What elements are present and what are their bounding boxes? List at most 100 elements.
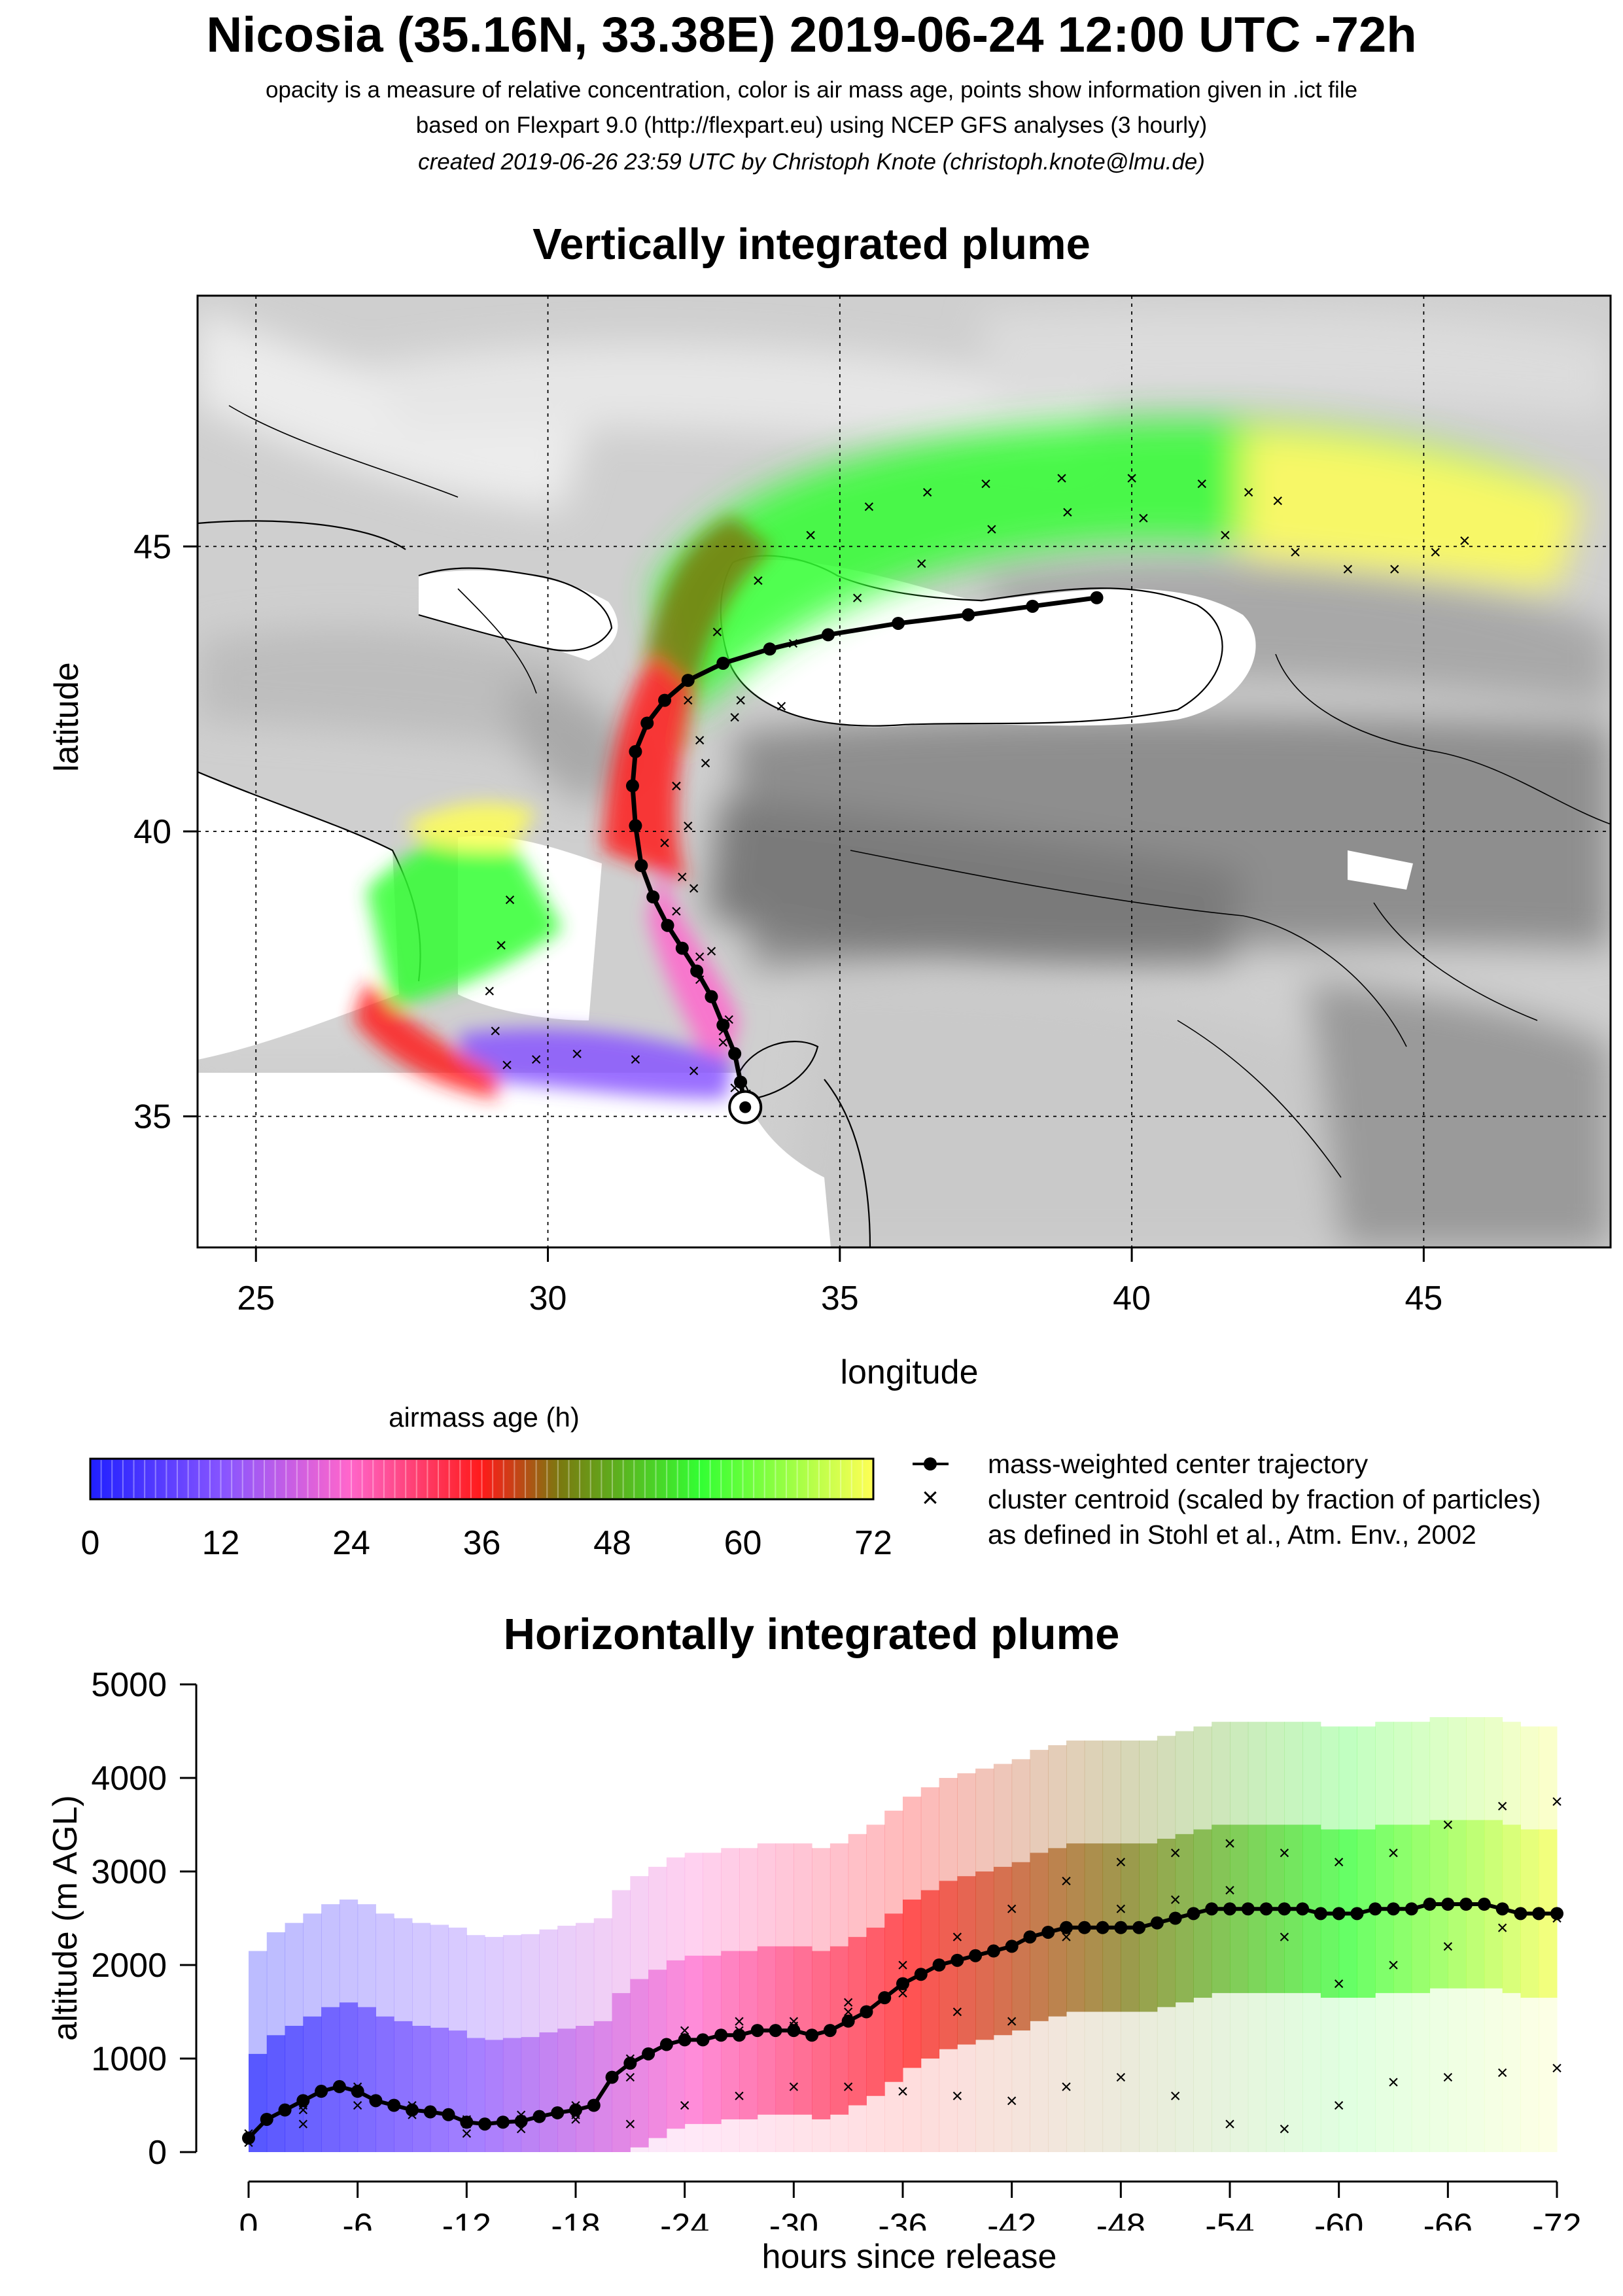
colorbar-tick-label: 60 [724, 1524, 762, 1562]
profile-cluster-mark: × [897, 2081, 909, 2102]
profile-center-point [1477, 1898, 1491, 1911]
profile-age-cell-faint [430, 1924, 449, 2028]
profile-center-point [242, 2131, 255, 2145]
cluster-centroid-mark: × [571, 1043, 583, 1065]
profile-y-tick-label: 5000 [91, 1666, 167, 1704]
profile-cluster-mark: × [952, 2085, 964, 2107]
profile-center-point [514, 2114, 528, 2128]
profile-center-point [605, 2070, 619, 2084]
profile-cluster-mark: × [298, 2100, 309, 2121]
cluster-centroid-mark: × [1289, 542, 1301, 563]
profile-cluster-mark: × [952, 2002, 964, 2023]
profile-x-tick-label: -30 [769, 2207, 818, 2231]
profile-cluster-mark: × [352, 2076, 364, 2098]
cluster-centroid-mark: × [659, 832, 671, 854]
profile-cluster-mark: × [733, 2011, 745, 2032]
profile-center-point [642, 2047, 655, 2061]
cluster-centroid-mark: × [501, 1054, 513, 1076]
profile-center-point [1150, 1916, 1164, 1930]
profile-center-point [1532, 1907, 1546, 1921]
profile-center-point [1060, 1921, 1073, 1934]
profile-age-cell-faint [1248, 1992, 1267, 2152]
profile-cluster-mark: × [1170, 1842, 1181, 1864]
cluster-centroid-mark: × [694, 730, 706, 752]
profile-age-cell-faint [1030, 2021, 1049, 2152]
profile-x-tick-label: -72 [1532, 2207, 1581, 2231]
profile-age-cell-faint [1175, 1731, 1194, 1834]
profile-cluster-mark: × [243, 2128, 254, 2149]
profile-age-cell-faint [539, 1929, 558, 2032]
cluster-centroid-mark: × [671, 775, 682, 797]
profile-age-cell-faint [1193, 1726, 1212, 1830]
map-x-tick-label: 45 [1405, 1279, 1442, 1317]
profile-center-point [1423, 1898, 1437, 1911]
profile-center-point [1077, 1921, 1091, 1934]
profile-age-cell [521, 2037, 540, 2152]
profile-cluster-mark: × [1060, 1870, 1072, 1892]
profile-cluster-mark: × [1442, 1815, 1454, 1836]
cluster-centroid-mark: × [682, 690, 694, 712]
profile-age-cell-faint [502, 1935, 522, 2038]
profile-age-cell-faint [321, 1904, 340, 2008]
profile-age-cell [448, 2030, 467, 2152]
cluster-centroid-mark: × [630, 1049, 642, 1070]
profile-center-point [387, 2098, 401, 2112]
profile-age-cell-faint [485, 1937, 504, 2040]
cluster-centroid-mark: × [484, 981, 496, 1002]
profile-y-tick-label: 1000 [91, 2040, 167, 2078]
center-trajectory-point [892, 616, 905, 630]
profile-cluster-mark: × [1442, 1936, 1454, 1957]
profile-center-point [260, 2112, 273, 2126]
profile-center-point [1405, 1902, 1418, 1916]
profile-age-cell-faint [612, 1890, 631, 1993]
profile-cluster-mark: × [843, 2076, 854, 2098]
center-trajectory-point [821, 628, 835, 642]
profile-age-cell-faint [1212, 1722, 1230, 1825]
cluster-centroid-mark: × [805, 525, 816, 546]
profile-age-cell [357, 2007, 376, 2152]
profile-age-cell-faint [303, 1913, 322, 2017]
map-y-tick-label: 45 [133, 528, 171, 566]
profile-age-cell-faint [829, 2114, 849, 2152]
profile-center-point [1187, 1907, 1200, 1921]
colorbar-tick-label: 24 [332, 1524, 370, 1562]
profile-center-point [1168, 1911, 1182, 1925]
profile-age-cell-faint [666, 2129, 686, 2152]
map-grid [198, 296, 1611, 1247]
subtitle-created: created 2019-06-26 23:59 UTC by Christop… [418, 149, 1205, 175]
map-y-tick-label: 40 [133, 813, 171, 851]
release-point-center [739, 1101, 752, 1113]
profile-cluster-mark: × [1170, 1889, 1181, 1911]
profile-x-tick-label: -54 [1205, 2207, 1254, 2231]
profile-age-cell-faint [684, 1852, 703, 1956]
profile-age-cell-faint [1284, 1722, 1303, 1825]
profile-cluster-mark: × [788, 2076, 800, 2098]
cluster-centroid-mark: × [735, 690, 746, 712]
profile-age-cell-faint [1520, 1726, 1539, 1830]
profile-age-cell-faint [684, 2124, 703, 2152]
profile-center-point [406, 2103, 419, 2117]
profile-center-point [1259, 1902, 1273, 1916]
profile-center-point [969, 1949, 983, 1962]
colorbar [89, 1457, 875, 1501]
profile-age-cell [321, 2007, 340, 2152]
profile-age-cell [375, 2016, 394, 2152]
colorbar-and-legend: 0 12 24 36 48 60 72 × mass-weighted center tra… [81, 1449, 1541, 1562]
cluster-centroid-mark: × [986, 519, 998, 540]
profile-age-cell-faint [703, 2124, 722, 2152]
profile-center-point [714, 2028, 728, 2042]
profile-center-point [278, 2103, 292, 2117]
profile-center-point [787, 2024, 801, 2038]
cluster-centroid-mark: × [671, 901, 682, 922]
profile-center-point [1387, 1902, 1400, 1916]
profile-center-point [1241, 1902, 1255, 1916]
profile-y-tick-label: 2000 [91, 1947, 167, 1985]
colorbar-tick-label: 36 [463, 1524, 501, 1562]
profile-center-point [1350, 1907, 1364, 1921]
colorbar-ticks: 0 12 24 36 48 60 72 [81, 1524, 892, 1562]
profile-age-cell [430, 2027, 449, 2152]
profile-age-cell-faint [1284, 1992, 1303, 2152]
profile-cluster-mark: × [679, 2020, 691, 2042]
profile-y-tick-label: 3000 [91, 1853, 167, 1891]
center-trajectory-point [675, 941, 689, 955]
